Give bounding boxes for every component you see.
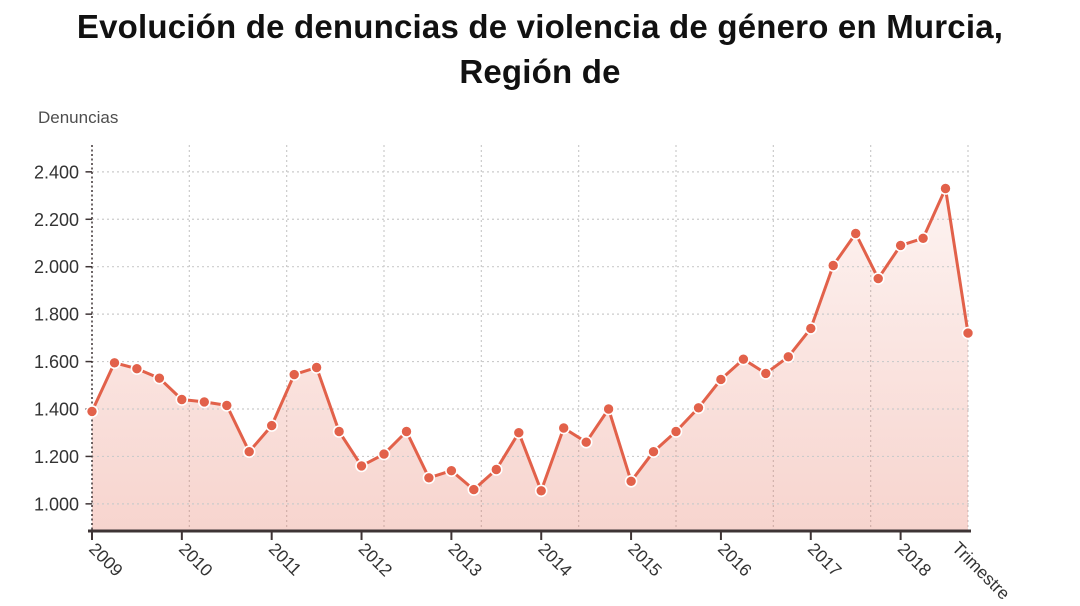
data-point [737, 352, 750, 366]
data-point [130, 362, 144, 376]
data-point [602, 402, 615, 416]
x-tick-label: 2015 [624, 539, 666, 581]
x-tick-label: 2011 [265, 539, 306, 580]
y-tick-label: 1.600 [34, 352, 79, 372]
area-fill [92, 188, 968, 531]
data-point [220, 399, 234, 412]
data-point [422, 471, 436, 485]
data-point [759, 367, 773, 380]
area-fill-layer [92, 188, 968, 531]
data-point [781, 350, 795, 364]
data-point [692, 401, 705, 415]
data-point [310, 361, 323, 374]
data-point [804, 322, 818, 335]
data-point [153, 371, 166, 385]
data-point [669, 425, 683, 438]
x-tick-label: 2010 [175, 539, 217, 581]
data-point [400, 425, 413, 438]
data-point [445, 464, 458, 478]
data-point [355, 459, 368, 473]
y-tick-label: 2.200 [34, 210, 79, 230]
y-tick-label: 2.000 [34, 257, 79, 277]
y-tick-label: 2.400 [34, 162, 79, 182]
data-point [467, 483, 481, 496]
data-point [714, 373, 728, 386]
data-point [961, 326, 975, 340]
data-line [90, 187, 970, 493]
data-point [377, 447, 391, 461]
x-tick-label: 2018 [894, 539, 936, 581]
y-tick-label: 1.400 [34, 400, 79, 420]
axes-layer [85, 145, 971, 540]
data-point [534, 484, 548, 498]
data-point [624, 474, 638, 488]
x-tick-label: 2012 [355, 539, 397, 581]
chart-title-line2: Región de [459, 53, 621, 90]
x-tick-label: 2016 [714, 539, 756, 581]
x-tick-label: 2009 [85, 539, 127, 581]
data-point [512, 426, 526, 440]
data-point [332, 425, 346, 438]
data-point [265, 419, 279, 432]
data-point [242, 445, 256, 459]
x-tick-label: 2014 [534, 539, 576, 581]
data-point [849, 227, 863, 240]
y-tick-label: 1.200 [34, 447, 79, 467]
data-point [939, 182, 952, 195]
x-tick-label: 2017 [804, 539, 846, 581]
data-point [826, 259, 840, 272]
data-point [579, 435, 593, 449]
y-tick-label: 1.000 [34, 494, 79, 514]
data-point [108, 356, 121, 370]
chart-title: Evolución de denuncias de violencia de g… [0, 4, 1080, 94]
data-point [85, 405, 99, 418]
data-point [647, 445, 660, 459]
x-tick-label: 2013 [445, 539, 487, 581]
data-point [489, 463, 503, 476]
series-layer [85, 182, 975, 498]
data-point [557, 421, 571, 435]
data-point [175, 393, 189, 406]
horizontal-gridlines [92, 171, 972, 505]
y-axis-title: Denuncias [38, 108, 119, 127]
data-point [287, 368, 301, 381]
x-axis-title: Trimestre [948, 538, 1014, 604]
data-point [198, 395, 211, 409]
data-point [916, 232, 930, 245]
data-point [871, 272, 885, 285]
data-point [894, 239, 907, 252]
y-tick-label: 1.800 [34, 305, 79, 325]
chart-title-line1: Evolución de denuncias de violencia de g… [76, 8, 1004, 45]
